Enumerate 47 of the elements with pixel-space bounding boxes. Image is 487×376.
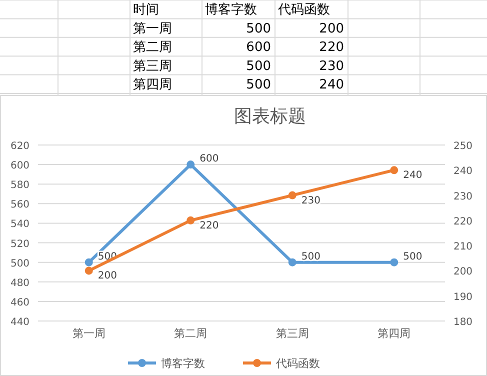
legend-label: 代码函数 <box>275 357 320 370</box>
x-tick-label: 第三周 <box>276 327 309 340</box>
text: 时间 <box>133 2 159 18</box>
data-label: 230 <box>301 195 320 206</box>
y2-tick-label: 230 <box>453 191 473 202</box>
text: 500 <box>246 58 271 74</box>
y-tick-label: 620 <box>10 141 30 152</box>
y-tick-label: 580 <box>10 180 30 192</box>
text: 220 <box>319 40 344 56</box>
y-tick-label: 540 <box>10 219 30 230</box>
data-label: 220 <box>200 220 219 232</box>
legend-label: 博客字数 <box>161 357 205 370</box>
text: 240 <box>319 78 344 92</box>
data-label: 500 <box>301 251 320 262</box>
y-tick-label: 520 <box>10 238 30 250</box>
y2-tick-label: 180 <box>453 317 473 328</box>
data-label: 200 <box>98 270 117 282</box>
text: 200 <box>319 21 344 36</box>
text: 代码函数 <box>278 2 330 18</box>
y2-tick-label: 190 <box>453 292 473 303</box>
y2-tick-label: 210 <box>453 242 473 253</box>
y-tick-label: 460 <box>10 297 30 308</box>
chart-title: 图表标题 <box>234 106 306 127</box>
data-label: 600 <box>200 154 219 165</box>
text: 500 <box>246 21 271 36</box>
y-tick-label: 600 <box>10 160 30 172</box>
category-label: 第一周 <box>133 21 172 36</box>
data-label: 240 <box>403 170 422 182</box>
x-tick-label: 第四周 <box>378 327 411 340</box>
y2-tick-label: 240 <box>453 166 473 178</box>
category-label: 第二周 <box>133 40 172 56</box>
x-tick-label: 第二周 <box>174 327 208 340</box>
text: 600 <box>246 40 271 56</box>
y2-tick-label: 250 <box>453 141 473 152</box>
text: 博客字数 <box>205 2 257 18</box>
category-label: 第四周 <box>133 78 172 92</box>
x-tick-label: 第一周 <box>72 327 106 340</box>
text: 500 <box>246 78 271 92</box>
y2-tick-label: 200 <box>453 266 473 278</box>
y-tick-label: 480 <box>10 278 30 289</box>
y2-tick-label: 220 <box>453 216 473 228</box>
category-label: 第三周 <box>133 58 172 74</box>
y-tick-label: 560 <box>10 200 30 211</box>
text: 230 <box>319 58 344 74</box>
data-label: 500 <box>403 251 422 262</box>
y-tick-label: 500 <box>10 258 30 270</box>
y-tick-label: 440 <box>10 317 30 328</box>
